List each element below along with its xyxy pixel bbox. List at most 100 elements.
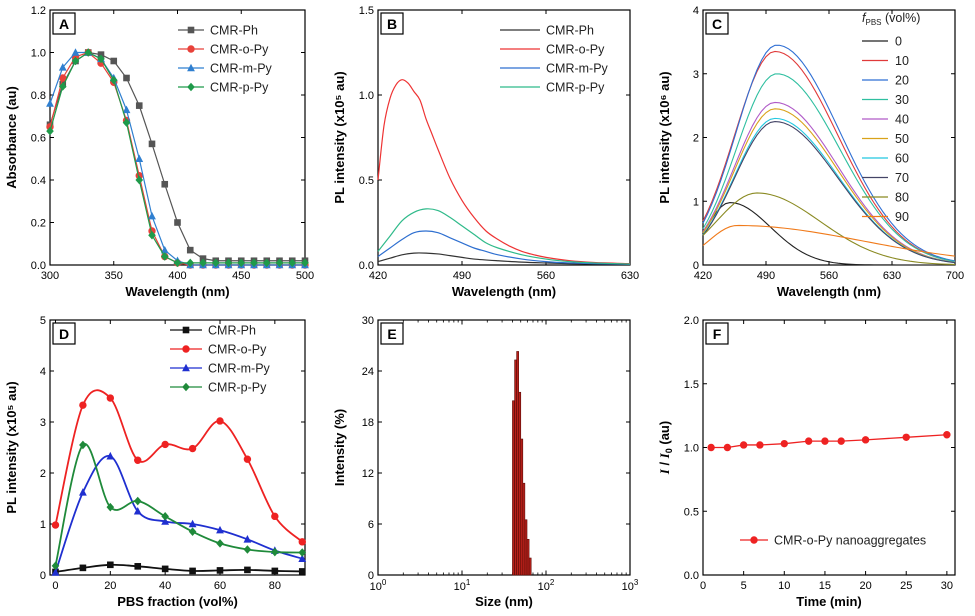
legend-title-subscript: PBS	[865, 18, 881, 27]
legend-marker	[182, 326, 190, 334]
x-tick-label: 40	[159, 580, 171, 592]
bar	[528, 557, 532, 576]
data-point	[148, 140, 156, 148]
bar	[518, 391, 522, 576]
data-point	[739, 441, 748, 449]
x-axis-label: Size (nm)	[475, 594, 533, 609]
x-axis-label: Wavelength (nm)	[452, 284, 556, 299]
data-point	[216, 539, 224, 548]
data-point	[160, 252, 169, 261]
series-line	[702, 44, 956, 262]
data-point	[122, 105, 131, 114]
legend-marker	[182, 345, 190, 353]
x-tick-label: 350	[105, 270, 123, 282]
data-point	[188, 519, 197, 528]
x-tick-exponent: 0	[382, 578, 387, 587]
y-tick-label: 0.8	[31, 90, 46, 102]
legend-marker	[182, 382, 190, 392]
data-point	[106, 451, 115, 460]
y-tick-label: 0	[368, 570, 374, 582]
data-point	[161, 512, 169, 521]
x-axis-label: Time (min)	[796, 594, 862, 609]
y-tick-label: 30	[362, 315, 374, 327]
data-point	[216, 417, 224, 425]
series-line	[55, 563, 303, 573]
y-tick-label: 1	[693, 196, 699, 208]
x-tick-label: 20	[859, 580, 871, 592]
x-tick-exponent: 3	[634, 578, 639, 587]
x-tick-label: 0	[52, 580, 58, 592]
data-point	[84, 48, 93, 57]
plot-frame	[49, 319, 306, 576]
data-point	[133, 496, 142, 506]
bar	[526, 538, 530, 576]
y-axis-label: PL intensity (x10⁵ au)	[4, 381, 19, 513]
legend-label: CMR-Ph	[546, 24, 594, 38]
data-point	[943, 431, 951, 439]
data-point	[161, 180, 169, 188]
data-point	[224, 258, 233, 268]
panel-label: F	[713, 326, 722, 342]
bar	[522, 482, 526, 576]
panel-label: B	[387, 16, 397, 32]
y-tick-label: 1.5	[359, 5, 374, 17]
series-line	[377, 208, 631, 265]
data-point	[135, 154, 144, 163]
series-line	[377, 252, 631, 265]
series-line	[702, 73, 956, 263]
x-tick-label: 500	[296, 270, 314, 282]
x-axis-label: Wavelength (nm)	[125, 284, 229, 299]
data-point	[186, 258, 195, 268]
x-tick-label: 103	[622, 578, 639, 593]
panel-f: 0.0 0.5 1.0 1.5 2.0 0 5 10 15 20 25 30 Time (min) F I …	[657, 315, 956, 609]
legend-label: CMR-p-Py	[210, 81, 269, 95]
data-point	[79, 564, 87, 572]
data-point	[122, 118, 131, 127]
panel-b: 0.0 0.5 1.0 1.5 420 490 560 630 Wavelength (nm) P…	[332, 5, 639, 299]
data-point	[837, 437, 845, 445]
data-point	[756, 441, 764, 449]
panel-label-box	[52, 322, 76, 345]
data-point	[51, 521, 60, 529]
x-tick-base: 10	[454, 581, 466, 593]
data-point	[301, 258, 309, 268]
y-label-I: I	[657, 468, 672, 475]
legend-label: 40	[895, 113, 909, 127]
y-tick-label: 3	[40, 417, 46, 429]
x-tick-label: 25	[900, 580, 912, 592]
legend-label: 10	[895, 54, 909, 68]
data-point	[186, 246, 194, 254]
y-tick-label: 6	[368, 519, 374, 531]
y-tick-label: 18	[362, 417, 374, 429]
data-point	[148, 230, 156, 240]
panel-label: A	[59, 16, 69, 32]
data-point	[298, 568, 306, 575]
legend-marker	[187, 63, 195, 72]
data-point	[51, 561, 60, 571]
bar	[512, 400, 515, 576]
data-point	[106, 502, 115, 512]
data-point	[723, 443, 732, 452]
data-point	[275, 258, 284, 268]
data-point	[262, 258, 271, 268]
data-point	[134, 456, 142, 464]
panel-label: C	[712, 16, 722, 32]
y-tick-label: 0.5	[684, 506, 699, 518]
legend-label: CMR-Ph	[210, 24, 258, 38]
legend-marker	[187, 82, 195, 92]
legend-title: fPBS (vol%)	[862, 11, 920, 27]
x-tick-label: 102	[538, 578, 555, 593]
x-tick-label: 10	[778, 580, 790, 592]
series-line	[54, 389, 303, 543]
legend-title-f: f	[862, 11, 867, 25]
data-point	[174, 219, 181, 226]
data-point	[243, 455, 252, 463]
x-tick-label: 420	[694, 270, 712, 282]
y-label-unit: (au)	[657, 421, 672, 448]
data-point	[188, 444, 197, 453]
series-line	[702, 121, 956, 264]
y-tick-label: 0.0	[684, 570, 699, 582]
plot-frame	[377, 9, 631, 266]
x-tick-base: 10	[538, 581, 550, 593]
